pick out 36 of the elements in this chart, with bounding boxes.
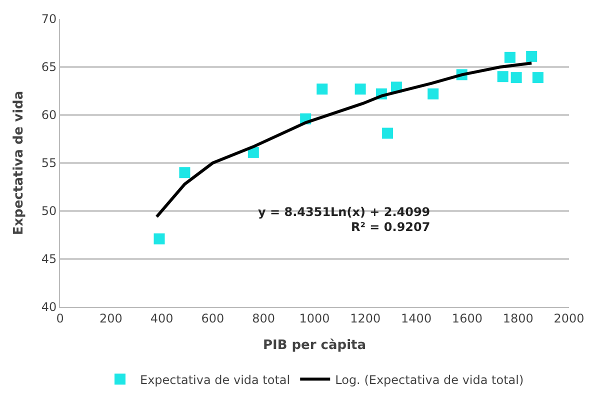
x-tick-label: 1200 [350, 311, 381, 326]
point [532, 72, 544, 84]
x-tick-label: 0 [56, 311, 64, 326]
y-axis-title: Expectativa de vida [11, 90, 26, 236]
y-tick-label: 65 [41, 60, 57, 74]
x-axis-title: PIB per càpita [262, 338, 366, 353]
point [497, 71, 508, 82]
point [526, 50, 538, 62]
y-tick-label: 70 [41, 12, 57, 26]
y-tick-label: 60 [41, 108, 57, 122]
x-tick-label: 1600 [452, 311, 482, 326]
x-tick-label: 1800 [502, 311, 534, 326]
point [504, 52, 516, 63]
annotation: R² = 0.9207 [351, 220, 430, 234]
x-tick-label: 600 [201, 311, 224, 326]
legend-label: Expectativa de vida total [140, 372, 290, 387]
y-tick-label: 50 [41, 204, 57, 218]
legend-label: Log. (Expectativa de vida total) [335, 372, 524, 387]
line-series [155, 62, 534, 218]
x-tick-label: 800 [252, 311, 276, 326]
point [382, 128, 394, 139]
x-tick-label: 200 [99, 311, 122, 326]
x-tick-label: 2000 [554, 311, 584, 326]
point [179, 167, 190, 178]
point [354, 84, 366, 95]
point [428, 88, 439, 100]
point [316, 84, 328, 95]
x-tick-label: 1000 [299, 311, 330, 326]
y-tick-label: 40 [41, 300, 57, 314]
x-tick-label: 1400 [401, 311, 432, 326]
annotation: y = 8.4351Ln(x) + 2.4099 [258, 205, 430, 219]
x-tick-label: 400 [150, 311, 174, 326]
point [510, 72, 522, 84]
point [154, 233, 165, 244]
y-tick-label: 45 [41, 252, 57, 266]
y-tick-label: 55 [41, 156, 57, 170]
